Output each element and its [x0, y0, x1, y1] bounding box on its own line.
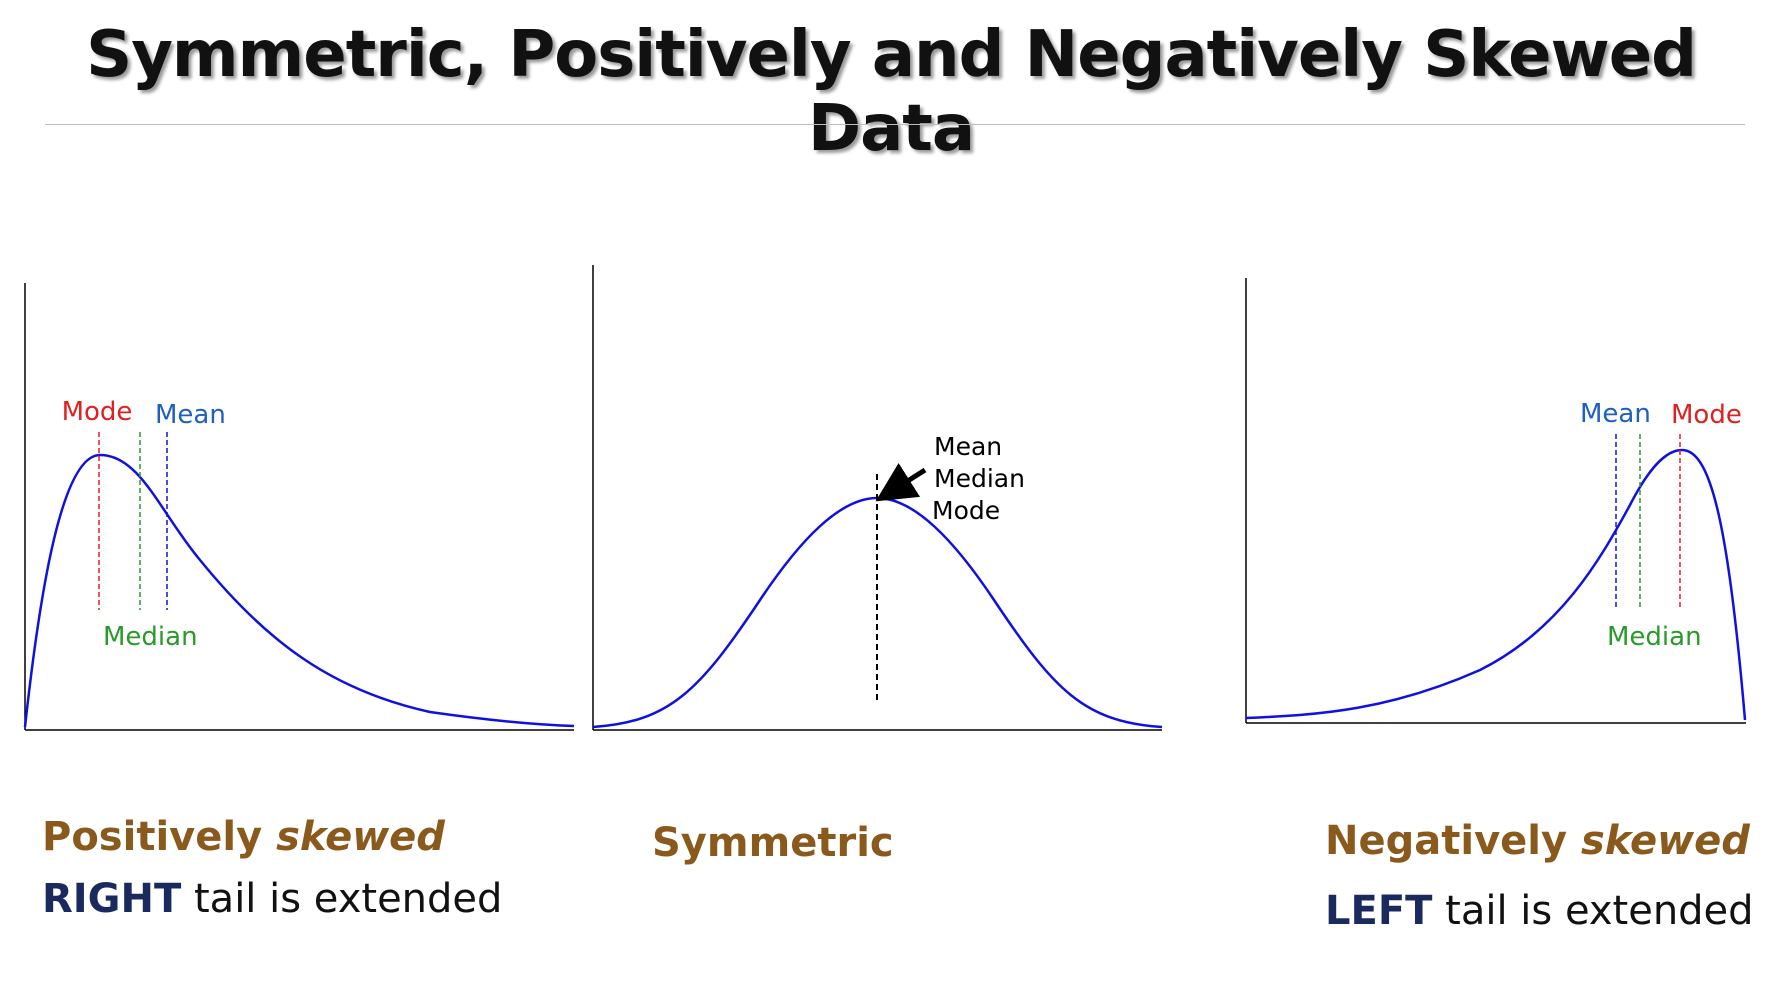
positive-subcaption: RIGHT tail is extended [42, 876, 502, 922]
positive-subcaption-bold: RIGHT [42, 876, 182, 922]
positive-subcaption-rest: tail is extended [181, 876, 503, 922]
positive-caption: Positively skewed [42, 814, 445, 860]
positive-mode-label: Mode [62, 397, 133, 427]
symmetric-median-label: Median [934, 464, 1025, 493]
negative-mean-label: Mean [1580, 399, 1651, 429]
positive-median-label: Median [103, 622, 198, 652]
symmetric-mode-label: Mode [932, 496, 1000, 525]
symmetric-arrow [875, 463, 927, 502]
positive-mean-label: Mean [155, 400, 226, 430]
symmetric-panel: Mean Median Mode [592, 265, 1163, 731]
negative-subcaption: LEFT tail is extended [1325, 888, 1754, 934]
positive-caption-italic: skewed [276, 814, 445, 860]
negative-median-label: Median [1607, 622, 1702, 652]
negative-mode-label: Mode [1671, 400, 1742, 430]
positive-caption-main: Positively [42, 814, 263, 860]
positive-skew-curve [23, 453, 575, 728]
symmetric-curve [592, 496, 1163, 729]
negative-skew-curve [1245, 448, 1747, 721]
symmetric-caption: Symmetric [652, 820, 894, 866]
negative-subcaption-bold: LEFT [1325, 888, 1433, 934]
page-title: Symmetric, Positively and Negatively Ske… [86, 18, 1697, 166]
negative-caption-italic: skewed [1581, 818, 1750, 864]
symmetric-mean-label: Mean [934, 432, 1002, 461]
positive-panel: Mode Mean Median [23, 283, 575, 731]
negative-caption: Negatively skewed [1325, 818, 1750, 864]
negative-panel: Mean Mode Median [1245, 278, 1747, 724]
title-divider [45, 124, 1745, 125]
negative-subcaption-rest: tail is extended [1432, 888, 1754, 934]
negative-caption-main: Negatively [1325, 818, 1568, 864]
